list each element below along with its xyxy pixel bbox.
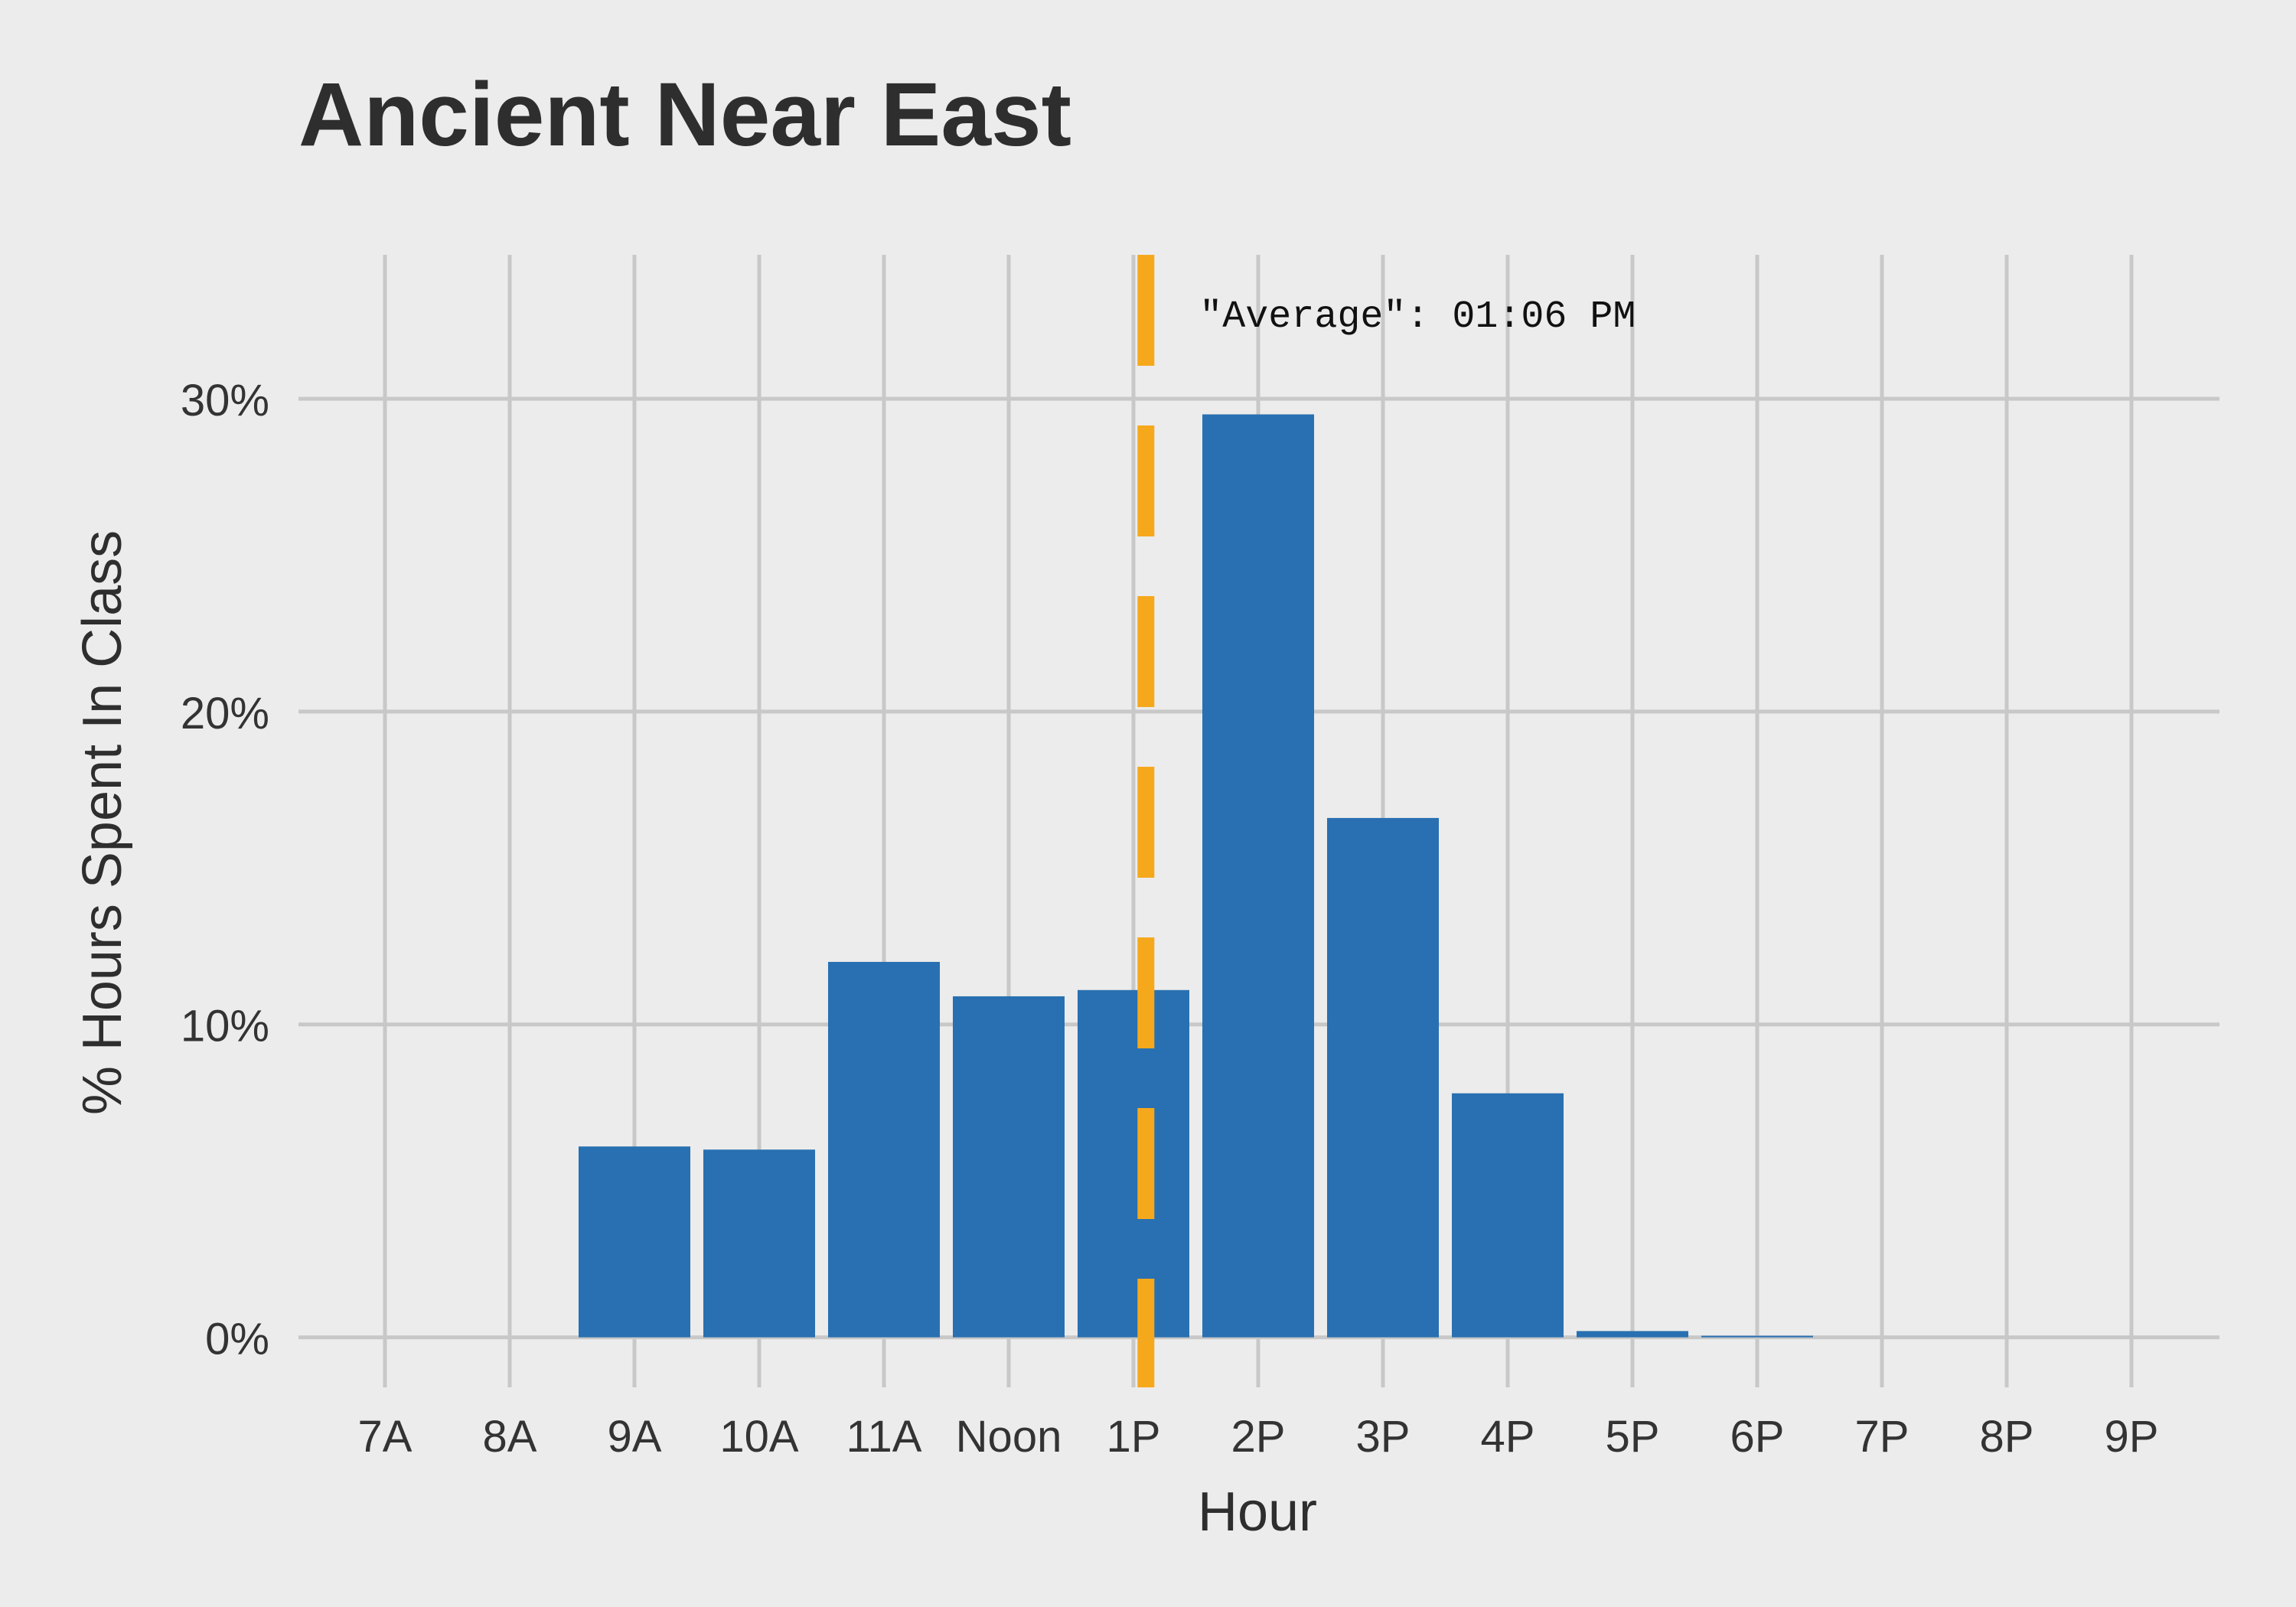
x-tick-label: 10A: [719, 1412, 799, 1462]
y-tick-label: 10%: [181, 1002, 269, 1051]
bar-9a: [579, 1146, 690, 1338]
bar-noon: [953, 996, 1065, 1338]
x-tick-labels: 7A 8A 9A 10A 11A Noon 1P 2P 3P 4P 5P 6P 7P 8P 9P: [358, 1412, 2159, 1462]
bar-4p: [1452, 1093, 1564, 1338]
x-tick-label: 9A: [608, 1412, 662, 1462]
x-tick-label: 11A: [846, 1412, 922, 1462]
y-tick-label: 20%: [181, 689, 269, 738]
bar-3p: [1327, 817, 1439, 1338]
bar-10a: [703, 1149, 815, 1338]
x-tick-label: 9P: [2105, 1412, 2159, 1462]
x-tick-label: 6P: [1730, 1412, 1785, 1462]
x-tick-label: 1P: [1107, 1412, 1161, 1462]
bar-1p: [1078, 989, 1189, 1338]
average-line-group: "Average": 01:06 PM: [1137, 255, 1636, 1387]
x-tick-label: 7A: [358, 1412, 413, 1462]
x-tick-label: 2P: [1231, 1412, 1286, 1462]
x-tick-label: 8P: [1980, 1412, 2034, 1462]
x-tick-label: 7P: [1855, 1412, 1910, 1462]
y-tick-label: 0%: [205, 1315, 269, 1364]
bar-2p: [1202, 414, 1314, 1338]
y-tick-label: 30%: [181, 376, 269, 425]
average-annotation: "Average": 01:06 PM: [1199, 295, 1636, 339]
chart-title: Ancient Near East: [298, 64, 1071, 165]
y-axis-label: % Hours Spent In Class: [72, 530, 133, 1115]
bar-6p: [1701, 1335, 1813, 1338]
x-tick-label: 4P: [1481, 1412, 1535, 1462]
bar-5p: [1577, 1331, 1688, 1338]
x-tick-label: Noon: [956, 1412, 1062, 1462]
x-axis-label: Hour: [1198, 1482, 1317, 1543]
y-tick-labels: 0% 10% 20% 30%: [181, 376, 269, 1364]
x-tick-label: 3P: [1356, 1412, 1411, 1462]
x-tick-label: 5P: [1606, 1412, 1660, 1462]
x-tick-label: 8A: [483, 1412, 537, 1462]
bars: [579, 414, 1813, 1338]
bar-11a: [828, 961, 940, 1338]
